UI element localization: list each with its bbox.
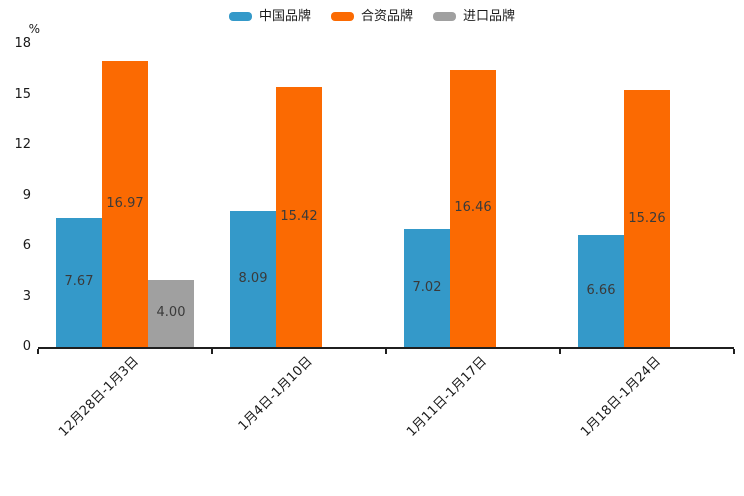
bar-china-brand-2 [404, 228, 450, 347]
bar-value-label-joint-venture-brand-3: 15.26 [628, 210, 666, 226]
y-axis-tick-label: 15 [14, 86, 31, 102]
legend-item-china-brand: 中国品牌 [228, 8, 311, 24]
y-axis-tick-label: 0 [22, 339, 31, 354]
x-axis-label-1: 1月4日-1月10日 [235, 354, 316, 434]
legend-label-import-brand: 进口品牌 [463, 8, 516, 24]
bar-value-label-china-brand-1: 8.09 [238, 270, 268, 286]
bar-value-label-china-brand-2: 7.02 [412, 279, 442, 295]
x-axis-line [38, 347, 734, 349]
bar-import-brand-0 [148, 279, 194, 347]
chart-legend: 中国品牌 合资品牌 进口品牌 [0, 5, 744, 27]
x-axis-tick [211, 349, 213, 354]
y-axis-tick-label: 6 [22, 238, 31, 253]
x-axis-label-0: 12月28日-1月3日 [55, 354, 142, 440]
bar-value-label-joint-venture-brand-2: 16.46 [454, 200, 492, 216]
legend-label-china-brand: 中国品牌 [258, 8, 311, 24]
bar-joint-venture-brand-3 [624, 90, 670, 347]
y-axis-tick-label: 3 [22, 288, 31, 304]
legend-swatch-import-brand [433, 11, 456, 21]
bar-china-brand-1 [230, 210, 276, 347]
legend-swatch-china-brand [228, 11, 252, 21]
x-axis-tick [37, 349, 39, 354]
bar-china-brand-0 [56, 217, 102, 347]
legend-item-import-brand: 进口品牌 [433, 10, 515, 23]
bar-joint-venture-brand-1 [276, 87, 322, 347]
bar-joint-venture-brand-2 [450, 69, 496, 347]
legend-label-joint-venture-brand: 合资品牌 [360, 8, 413, 24]
y-axis-unit-label: % [28, 22, 40, 36]
x-axis-label-3: 1月18日-1月24日 [577, 354, 664, 440]
bar-joint-venture-brand-0 [102, 61, 148, 347]
y-axis-tick-label: 9 [22, 187, 31, 203]
x-axis-tick [385, 349, 387, 354]
bar-china-brand-3 [578, 234, 624, 347]
bar-value-label-joint-venture-brand-0: 16.97 [106, 196, 144, 212]
bar-value-label-china-brand-3: 6.66 [586, 282, 616, 298]
legend-swatch-joint-venture-brand [330, 11, 354, 21]
legend-item-joint-venture-brand: 合资品牌 [330, 8, 413, 24]
bar-value-label-joint-venture-brand-1: 15.42 [280, 209, 318, 225]
x-axis-tick [559, 349, 561, 354]
y-axis-tick-label: 18 [14, 36, 31, 51]
x-axis-tick [733, 349, 735, 354]
bar-value-label-china-brand-0: 7.67 [64, 274, 94, 290]
x-axis-label-2: 1月11日-1月17日 [403, 354, 490, 440]
bar-value-label-import-brand-0: 4.00 [156, 305, 186, 321]
y-axis-tick-label: 12 [14, 137, 31, 152]
